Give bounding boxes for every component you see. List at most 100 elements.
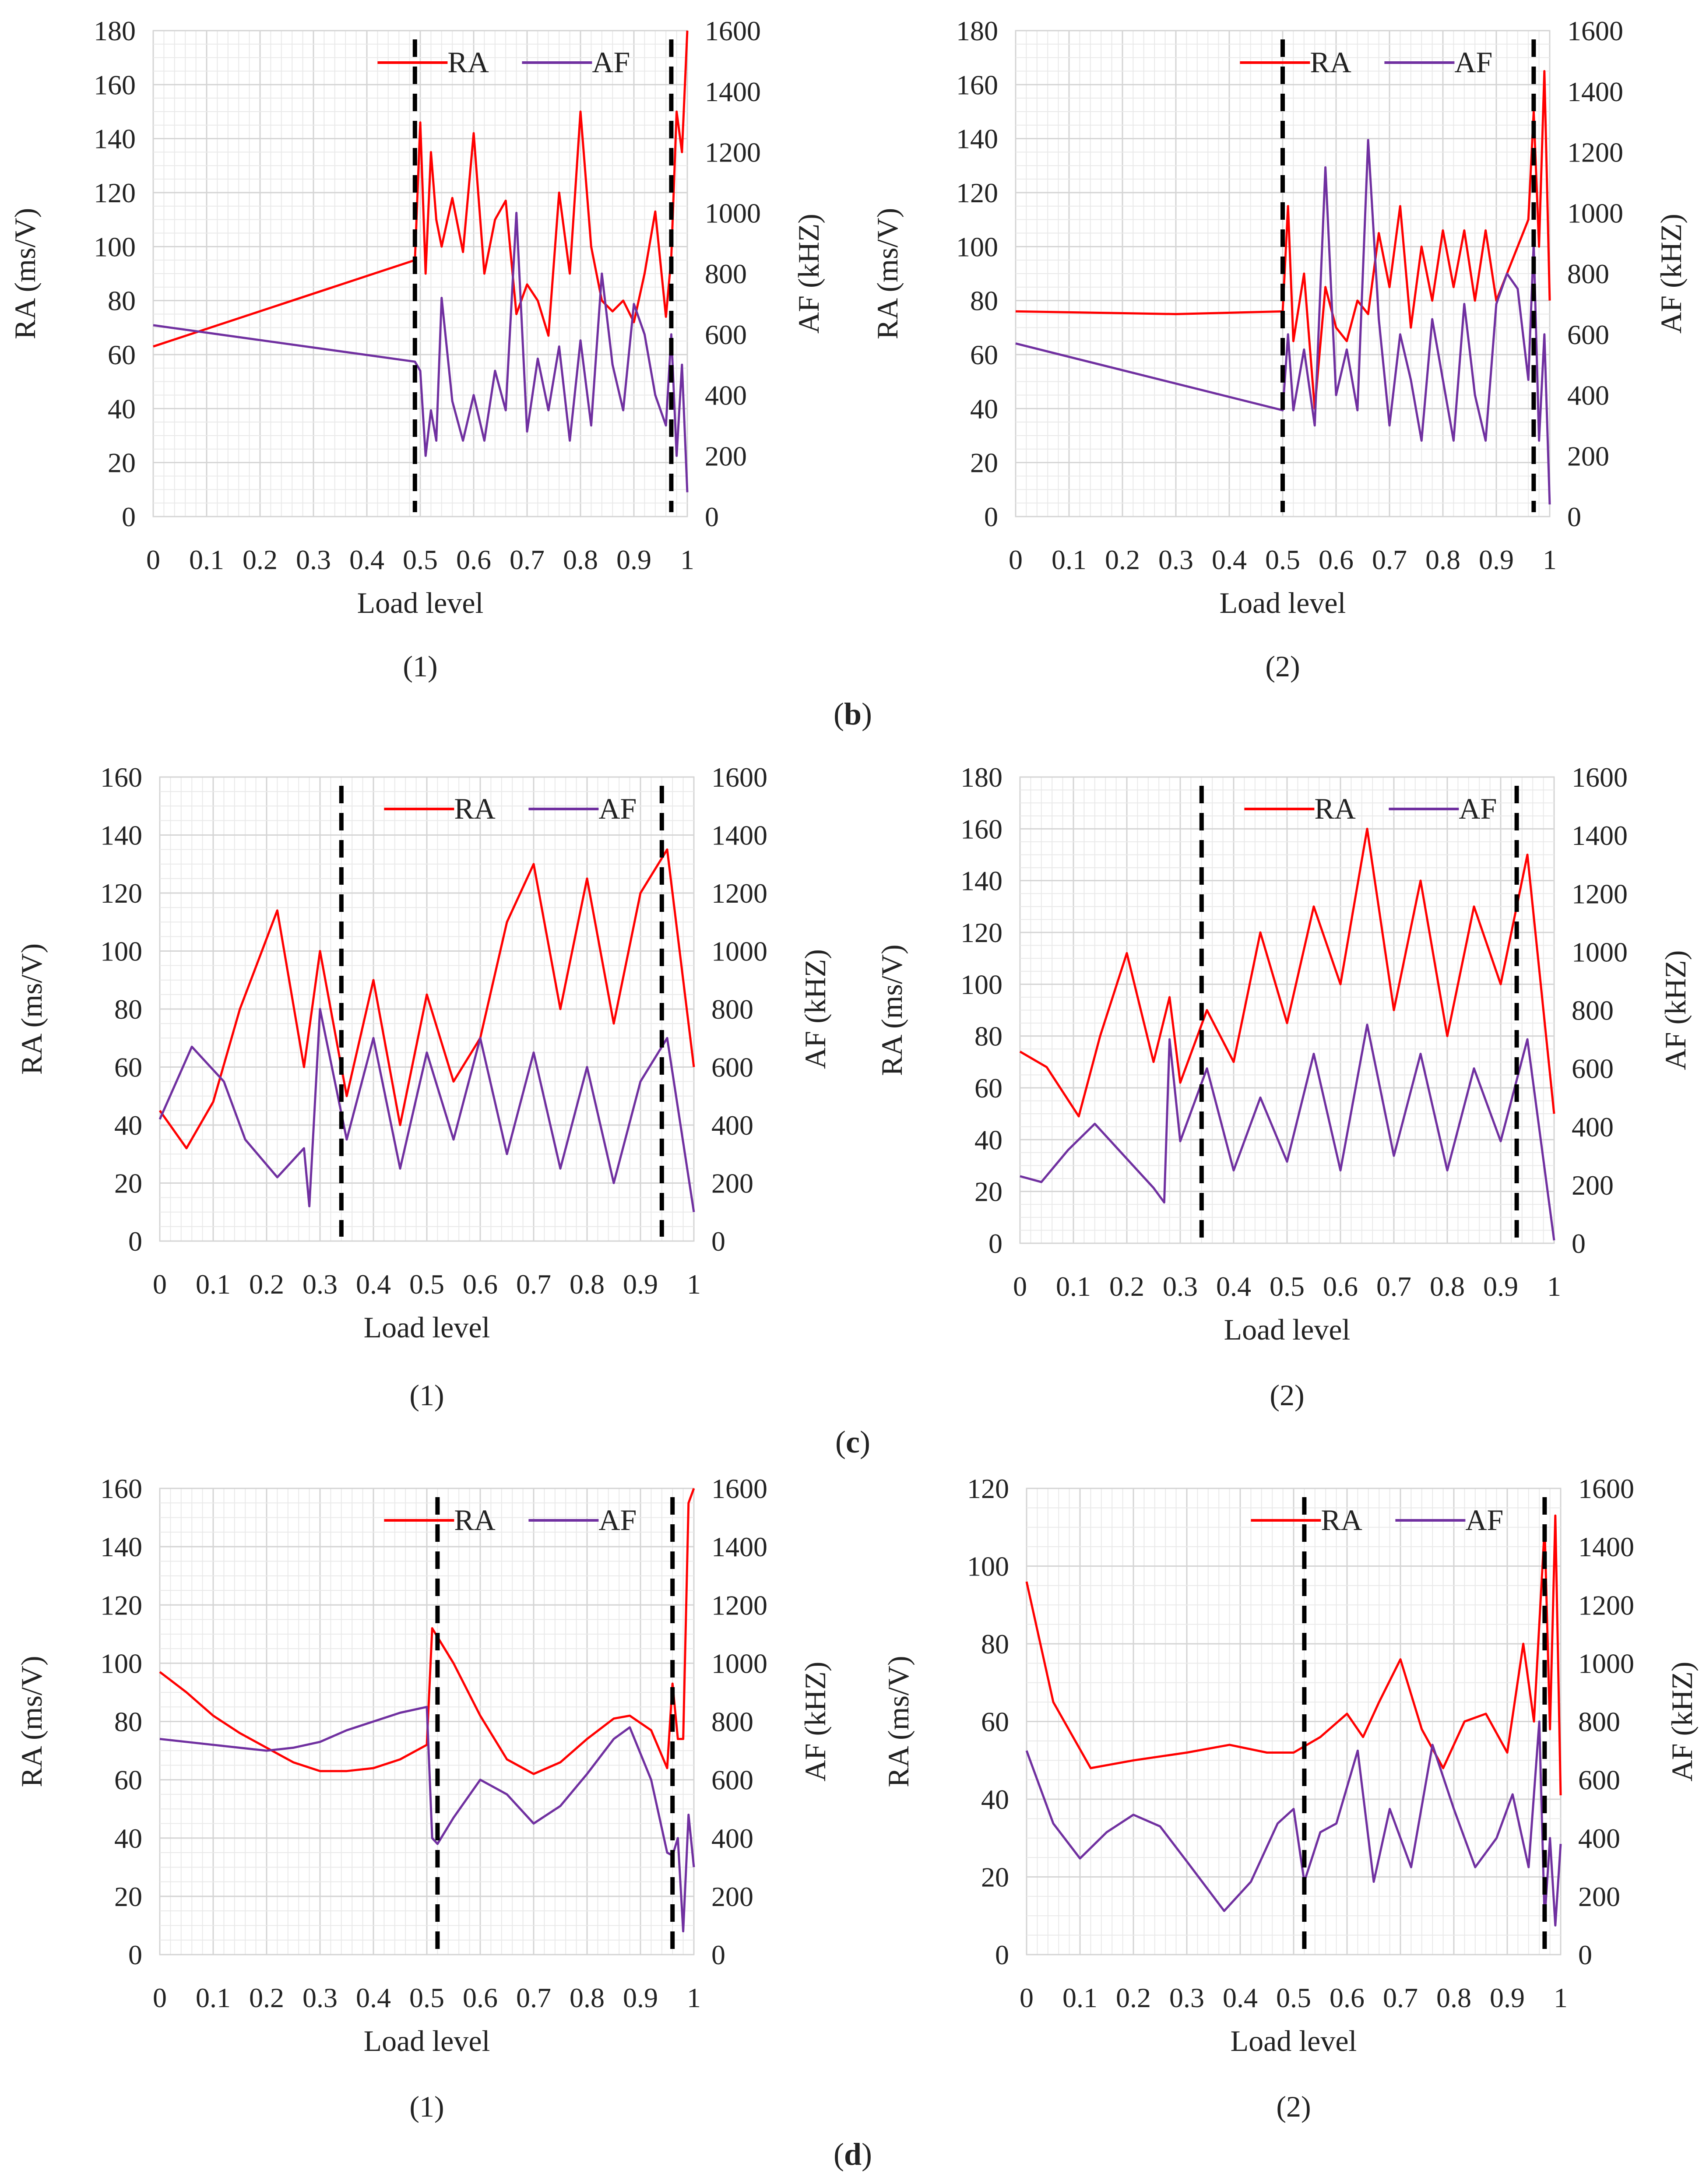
y-tick-label: 20 (114, 1881, 142, 1912)
series-line-af (1020, 1023, 1555, 1241)
x-tick-label: 0.6 (456, 544, 491, 575)
gridlines (152, 30, 688, 517)
y-tick-label: 60 (114, 1765, 142, 1796)
series-line-ra (1015, 70, 1551, 410)
y-tick-label: 80 (974, 1021, 1002, 1052)
x-tick-label: 0.2 (249, 1269, 284, 1300)
series-line-ra (1019, 827, 1555, 1118)
x-tick-label: 0.4 (1216, 1271, 1251, 1302)
y-tick-label: 120 (967, 1473, 1009, 1504)
legend: RA AF (1251, 1503, 1503, 1537)
legend-label-af: AF (1465, 1503, 1503, 1537)
series-line-af (153, 211, 689, 492)
x-tick-label: 0.3 (1169, 1982, 1204, 2013)
x-tick-label: 0.6 (463, 1982, 498, 2013)
x-tick-label: 0.1 (189, 544, 224, 575)
x-tick-label: 0.4 (1212, 544, 1247, 575)
x-axis-label: Load level (357, 586, 484, 619)
y2-tick-label: 1400 (1567, 76, 1623, 107)
y2-tick-label: 1600 (1572, 762, 1628, 793)
y2-tick-label: 800 (711, 994, 753, 1025)
y2-tick-label: 800 (1572, 995, 1614, 1026)
x-tick-label: 0.3 (1163, 1271, 1198, 1302)
legend-label-af: AF (592, 46, 630, 79)
y2-tick-label: 1400 (711, 1531, 767, 1562)
y-tick-label: 160 (960, 813, 1002, 844)
x-tick-label: 0 (1009, 544, 1023, 575)
y2-tick-label: 400 (705, 380, 747, 411)
legend: RA AF (384, 792, 637, 825)
chart-b1: 0204060801001201401601800200400600800100… (8, 15, 825, 683)
y-tick-label: 0 (988, 1228, 1002, 1259)
x-tick-label: 1 (687, 1982, 701, 2013)
y-axis-label: RA (ms/V) (15, 1656, 48, 1787)
y2-tick-label: 1200 (1578, 1590, 1634, 1621)
chart-caption: (1) (403, 650, 437, 683)
y2-tick-label: 0 (1567, 501, 1581, 532)
series-line-ra (158, 848, 695, 1150)
chart-d2: 0204060801001200200400600800100012001400… (882, 1473, 1699, 2123)
gridlines (1026, 1488, 1562, 1955)
y2-tick-label: 1000 (705, 197, 761, 229)
y2-axis-label: AF (kHZ) (1659, 950, 1692, 1070)
y-tick-label: 20 (114, 1168, 142, 1199)
y2-tick-label: 0 (1572, 1228, 1586, 1259)
y2-tick-label: 600 (711, 1765, 753, 1796)
y2-tick-label: 1600 (1567, 15, 1623, 46)
chart-c1: 0204060801001201401600200400600800100012… (15, 762, 832, 1412)
y2-tick-label: 200 (1567, 440, 1609, 471)
y2-tick-label: 800 (705, 258, 747, 289)
y2-tick-label: 1000 (1578, 1648, 1634, 1679)
y-axis-label: RA (ms/V) (15, 943, 48, 1075)
legend-label-af: AF (1454, 46, 1492, 79)
y-tick-label: 140 (94, 123, 136, 155)
legend-label-ra: RA (454, 792, 495, 825)
chart-caption: (2) (1265, 650, 1300, 683)
chart-caption: (2) (1270, 1379, 1304, 1412)
y-tick-label: 120 (960, 917, 1002, 948)
legend-label-af: AF (598, 792, 637, 825)
x-tick-label: 0.7 (1383, 1982, 1418, 2013)
group-caption-d: (d) (834, 2137, 872, 2172)
x-tick-label: 0.5 (403, 544, 438, 575)
x-tick-label: 0 (1020, 1982, 1034, 2013)
x-tick-label: 0.2 (1105, 544, 1140, 575)
legend-label-ra: RA (1314, 792, 1355, 825)
y-tick-label: 100 (956, 231, 998, 262)
x-tick-label: 0.6 (463, 1269, 498, 1300)
y-tick-label: 40 (108, 393, 136, 424)
y-tick-label: 160 (100, 762, 142, 793)
y2-tick-label: 600 (1578, 1765, 1620, 1796)
x-tick-label: 0.6 (1319, 544, 1354, 575)
y-tick-label: 120 (100, 878, 142, 909)
x-tick-label: 0.8 (570, 1269, 605, 1300)
x-tick-label: 0.1 (1062, 1982, 1097, 2013)
x-tick-label: 0.8 (563, 544, 598, 575)
y-tick-label: 0 (128, 1226, 142, 1257)
x-tick-label: 0.5 (1265, 544, 1300, 575)
y-tick-label: 80 (114, 994, 142, 1025)
x-tick-label: 0 (1013, 1271, 1027, 1302)
y-tick-label: 20 (974, 1176, 1002, 1207)
y2-tick-label: 1400 (1578, 1531, 1634, 1562)
gridlines (1019, 776, 1555, 1244)
y-axis-label: RA (ms/V) (882, 1656, 915, 1787)
y-tick-label: 40 (114, 1110, 142, 1141)
y-tick-label: 100 (100, 1648, 142, 1679)
group-caption-c: (c) (835, 1424, 870, 1460)
y2-tick-label: 1400 (1572, 820, 1628, 851)
group-caption-letter: b (844, 696, 862, 732)
legend-label-ra: RA (454, 1503, 495, 1537)
x-tick-label: 1 (680, 544, 694, 575)
x-tick-label: 0.6 (1330, 1982, 1365, 2013)
x-tick-label: 0.5 (1276, 1982, 1311, 2013)
y-tick-label: 80 (114, 1706, 142, 1737)
x-tick-label: 0.7 (1376, 1271, 1411, 1302)
chart-caption: (1) (409, 2090, 444, 2123)
x-tick-label: 0.9 (1483, 1271, 1518, 1302)
y2-tick-label: 800 (711, 1706, 753, 1737)
y2-tick-label: 1600 (1578, 1473, 1634, 1504)
x-tick-label: 0.9 (616, 544, 651, 575)
y-tick-label: 140 (100, 820, 142, 851)
y-tick-label: 60 (108, 339, 136, 370)
